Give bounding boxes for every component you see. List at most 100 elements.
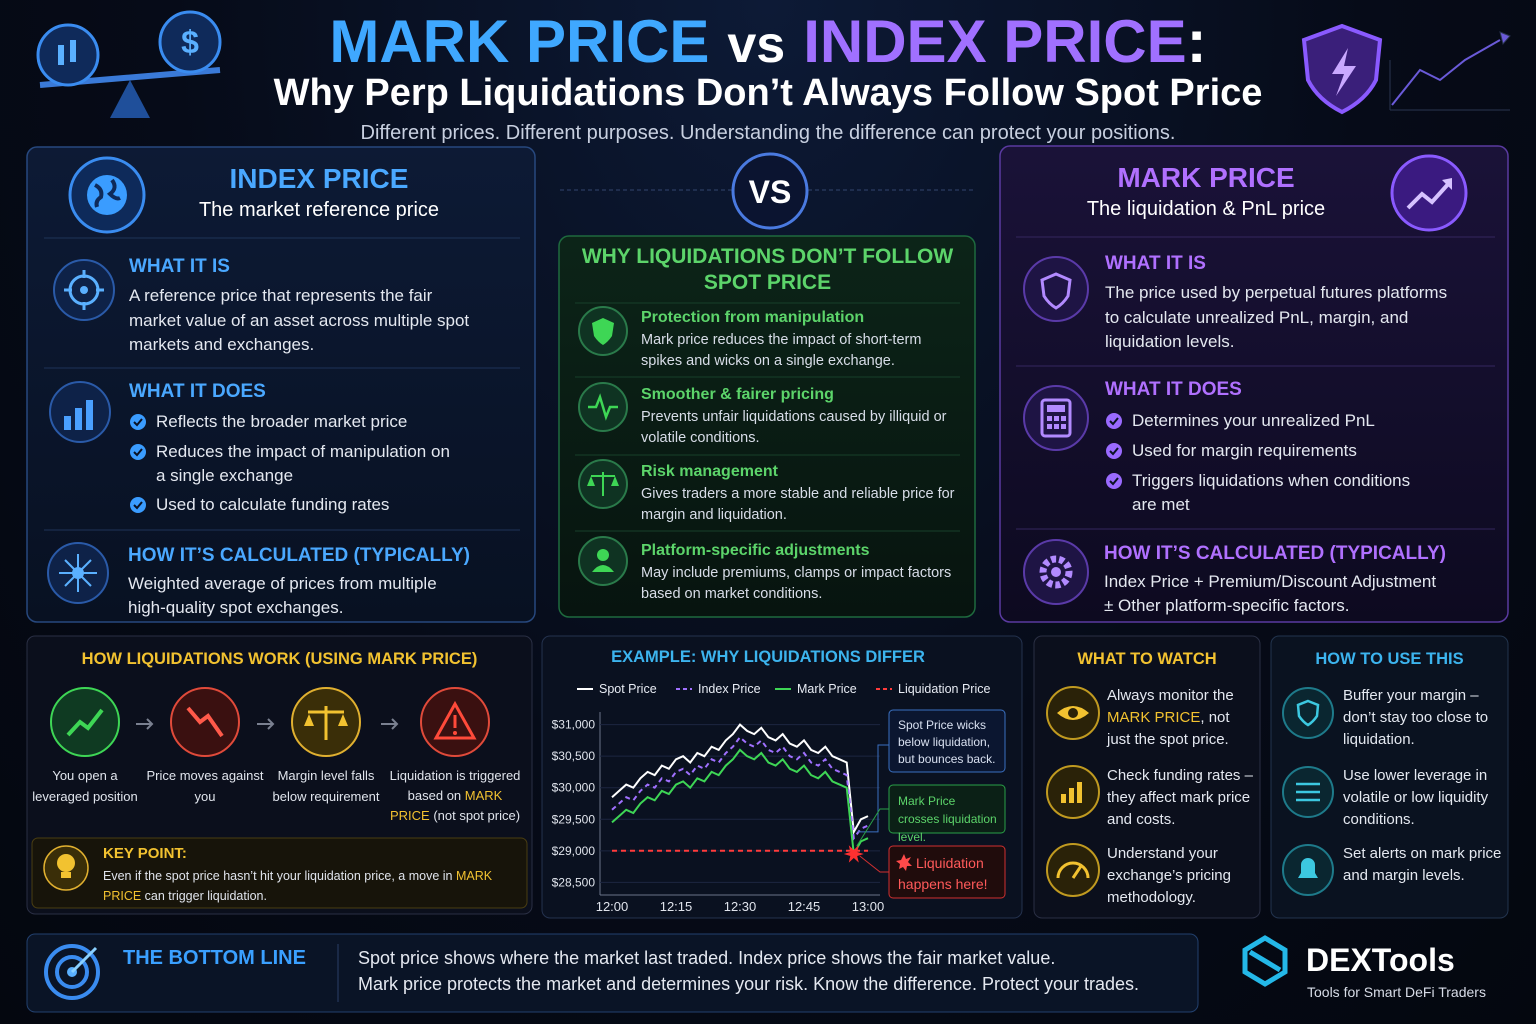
section-text: Weighted average of prices from multiple <box>128 574 437 593</box>
legend-label: Spot Price <box>599 682 657 696</box>
x-tick-label: 12:15 <box>660 899 693 914</box>
index-icons-part-part <box>77 572 92 587</box>
step-icons-part-part <box>257 718 275 730</box>
connector <box>856 808 889 847</box>
chart-title: EXAMPLE: WHY LIQUIDATIONS DIFFER <box>611 648 925 666</box>
step-label: You open a leveraged position <box>32 768 138 804</box>
index-icons-part <box>80 286 88 294</box>
step-label-text: Liquidation is triggered based on <box>389 768 521 803</box>
mark-icons-part <box>1039 555 1073 589</box>
step-icons-part <box>61 872 71 878</box>
legend-label: Index Price <box>698 682 761 696</box>
reason-title: Platform-specific adjustments <box>641 542 870 559</box>
section-heading: HOW IT’S CALCULATED (TYPICALLY) <box>1104 543 1446 564</box>
use-icons-part <box>1298 858 1318 878</box>
mark-icons-part <box>1406 180 1452 210</box>
mark-icons-part-part <box>1047 424 1052 429</box>
center-icons-part <box>597 549 609 561</box>
bottom-heading: THE BOTTOM LINE <box>123 947 306 969</box>
x-tick-label: 12:45 <box>788 899 821 914</box>
annotation-boxes <box>888 709 1006 899</box>
mark-icons-part <box>1390 154 1468 232</box>
step-icons-part <box>136 718 399 730</box>
main-title: MARK PRICE vs INDEX PRICE: <box>0 8 1536 79</box>
series-line <box>611 723 869 836</box>
subtitle: Why Perp Liquidations Don’t Always Follo… <box>273 72 1263 114</box>
step-icons-part <box>57 854 75 872</box>
index-icons-part <box>75 408 82 430</box>
scale-icon-part <box>58 45 64 65</box>
list-item: Used to calculate funding rates <box>156 495 390 514</box>
watch-item-highlight: MARK PRICE <box>1107 709 1201 726</box>
reason-text: Prevents unfair liquidations caused by i… <box>641 409 947 446</box>
step-label: Margin level falls below requirement <box>272 768 380 804</box>
panel-subtitle: The market reference price <box>198 199 440 221</box>
step-icons-part <box>50 687 120 757</box>
mark-icons-part-part <box>1054 424 1059 429</box>
watch-item-text: Always monitor the <box>1107 687 1234 704</box>
reason-text: May include premiums, clamps or impact f… <box>641 565 952 602</box>
bottom-icons-part <box>70 946 98 974</box>
growth-icon-part <box>1499 31 1511 46</box>
coin-symbol: $ <box>181 24 199 60</box>
check-icon <box>1106 413 1122 429</box>
liquidation-marker <box>843 845 864 863</box>
section-text: ± Other platform-specific factors. <box>1104 596 1350 615</box>
x-tick-label: 12:00 <box>596 899 629 914</box>
check-icon <box>130 497 146 513</box>
step-label: Liquidation is triggered based on MARK P… <box>387 766 523 826</box>
watch-icons-part <box>1061 794 1066 803</box>
check-icon <box>130 444 146 460</box>
shield-icon-part <box>1332 48 1356 96</box>
step-icons-part <box>170 687 240 757</box>
bottom-icons-part <box>1248 949 1282 973</box>
title-colon: : <box>1186 8 1207 75</box>
panel-title: INDEX PRICE <box>229 163 409 194</box>
mark-icons <box>1023 154 1468 605</box>
scale-icon-part <box>110 80 150 118</box>
step-icons-part <box>186 706 224 738</box>
check-icon <box>133 501 143 510</box>
center-icons-part <box>592 318 614 345</box>
index-icons-part <box>86 400 93 430</box>
use-icons-part <box>1296 699 1320 727</box>
center-heading: WHY LIQUIDATIONS DON’T FOLLOW SPOT PRICE <box>581 245 954 294</box>
liquidation-heading: HOW LIQUIDATIONS WORK (USING MARK PRICE) <box>81 650 478 668</box>
key-point-text-text: Even if the spot price hasn’t hit your l… <box>103 869 456 883</box>
y-tick-label: $29,000 <box>552 844 596 858</box>
check-icon <box>133 418 143 427</box>
y-tick-label: $31,000 <box>552 718 596 732</box>
scale-icon-part <box>158 10 222 74</box>
step-label-text: (not spot price) <box>429 808 521 823</box>
mark-icons-part <box>1051 567 1061 577</box>
index-icons-part-part <box>64 572 79 587</box>
bottom-icons-part <box>44 944 100 1000</box>
check-icon <box>1109 417 1119 426</box>
watch-icons <box>1046 686 1100 897</box>
section-heading: HOW IT’S CALCULATED (TYPICALLY) <box>128 545 470 566</box>
check-icon <box>1109 477 1119 486</box>
check-icon <box>1106 473 1122 489</box>
series-line <box>611 748 869 858</box>
check-icon <box>133 448 143 457</box>
watch-heading: WHAT TO WATCH <box>1077 650 1217 668</box>
step-icons-part-part <box>381 718 399 730</box>
check-icon <box>130 414 146 430</box>
title-mark: MARK PRICE <box>329 8 710 75</box>
mark-icons-part <box>1040 272 1072 310</box>
panel-title: MARK PRICE <box>1117 162 1295 193</box>
bottom-icons-part <box>1242 935 1288 987</box>
section-text: The price used by perpetual futures plat… <box>1105 283 1448 351</box>
use-item: Use lower leverage in volatile or low li… <box>1343 767 1489 828</box>
series-line <box>611 735 869 841</box>
index-icons-part <box>59 554 97 592</box>
section-heading: WHAT IT IS <box>129 256 230 277</box>
watch-icons-part <box>1068 708 1078 718</box>
scale-icon-part <box>36 23 100 87</box>
mark-panel <box>999 145 1509 623</box>
check-icon <box>1109 447 1119 456</box>
scale-icon-part <box>70 40 76 62</box>
mark-icons-part-part <box>1047 416 1052 421</box>
separators <box>44 189 1495 1002</box>
mark-icons-part-part <box>1054 416 1059 421</box>
